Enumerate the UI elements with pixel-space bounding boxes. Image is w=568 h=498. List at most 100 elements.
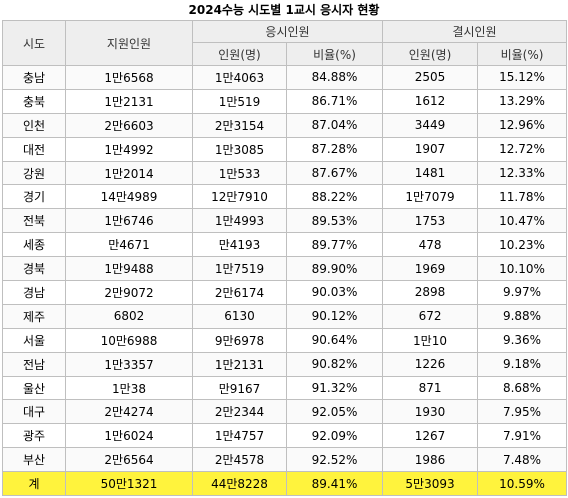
table-cell: 87.67% [285, 160, 384, 186]
table-cell: 5만3093 [382, 471, 479, 497]
table-cell: 2만2344 [192, 399, 287, 425]
table-cell: 만4193 [192, 232, 287, 258]
table-row: 전남 1만3357 1만2131 90.82% 1226 9.18% [2, 351, 568, 377]
header-absent-count: 인원(명) [382, 42, 479, 66]
table-cell: 12.33% [477, 160, 568, 186]
table-row: 강원 1만2014 1만533 87.67% 1481 12.33% [2, 160, 568, 186]
table-cell: 478 [382, 232, 479, 258]
table-cell: 1만2131 [65, 88, 193, 114]
table-cell: 1481 [382, 160, 479, 186]
header-taken-ratio: 비율(%) [285, 42, 384, 66]
page-title: 2024수능 시도별 1교시 응시자 현황 [188, 3, 380, 17]
table-cell: 6130 [192, 303, 287, 329]
table-cell: 경기 [2, 184, 66, 210]
table-cell: 경남 [2, 280, 66, 305]
table-cell: 6802 [65, 303, 193, 329]
header-absent-group: 결시인원 [382, 20, 568, 43]
header-region: 시도 [2, 20, 66, 66]
table-cell: 울산 [2, 375, 66, 401]
table-row: 경남 2만9072 2만6174 90.03% 2898 9.97% [2, 280, 568, 305]
table-cell: 1만4757 [192, 423, 287, 449]
table-cell: 1만9488 [65, 256, 193, 282]
table-cell: 1만38 [65, 375, 193, 401]
table-cell: 91.32% [285, 375, 384, 401]
table-cell: 84.88% [285, 65, 384, 90]
table-cell: 1만6746 [65, 208, 193, 234]
table-cell: 86.71% [285, 88, 384, 114]
table-cell: 2만4578 [192, 447, 287, 473]
table-cell: 672 [382, 303, 479, 329]
table-cell: 8.68% [477, 375, 568, 401]
table-cell: 11.78% [477, 184, 568, 210]
table-cell: 89.53% [285, 208, 384, 234]
table-cell: 1267 [382, 423, 479, 449]
table-row: 경기 14만4989 12만7910 88.22% 1만7079 11.78% [2, 184, 568, 210]
table-cell: 서울 [2, 327, 66, 353]
table-cell: 1930 [382, 399, 479, 425]
table-cell: 7.48% [477, 447, 568, 473]
data-table: 시도 지원인원 응시인원 결시인원 인원(명) 비율(%) 인원(명) 비율(%… [2, 20, 568, 497]
table-cell: 9.36% [477, 327, 568, 353]
table-cell: 1만2131 [192, 351, 287, 377]
table-cell: 12만7910 [192, 184, 287, 210]
table-cell: 1만2014 [65, 160, 193, 186]
table-cell: 10.23% [477, 232, 568, 258]
table-cell: 10.59% [477, 471, 568, 497]
table-cell: 9.97% [477, 280, 568, 305]
table-row: 충남 1만6568 1만4063 84.88% 2505 15.12% [2, 65, 568, 90]
table-cell: 90.03% [285, 280, 384, 305]
table-cell: 14만4989 [65, 184, 193, 210]
table-cell: 만9167 [192, 375, 287, 401]
table-cell: 12.72% [477, 136, 568, 162]
table-cell: 1만6568 [65, 65, 193, 90]
table-header: 시도 지원인원 응시인원 결시인원 인원(명) 비율(%) 인원(명) 비율(%… [2, 20, 568, 66]
table-cell: 2만3154 [192, 112, 287, 138]
table-cell: 92.52% [285, 447, 384, 473]
table-cell: 1986 [382, 447, 479, 473]
table-cell: 9만6978 [192, 327, 287, 353]
table-cell: 계 [2, 471, 66, 497]
table-cell: 충북 [2, 88, 66, 114]
table-cell: 3449 [382, 112, 479, 138]
table-cell: 2898 [382, 280, 479, 305]
table-cell: 50만1321 [65, 471, 193, 497]
table-cell: 90.64% [285, 327, 384, 353]
table-cell: 90.82% [285, 351, 384, 377]
table-cell: 871 [382, 375, 479, 401]
table-cell: 부산 [2, 447, 66, 473]
table-cell: 1만519 [192, 88, 287, 114]
table-cell: 대전 [2, 136, 66, 162]
table-cell: 전남 [2, 351, 66, 377]
table-row: 제주 6802 6130 90.12% 672 9.88% [2, 303, 568, 329]
table-cell: 세종 [2, 232, 66, 258]
table-row: 대구 2만4274 2만2344 92.05% 1930 7.95% [2, 399, 568, 425]
table-cell: 7.95% [477, 399, 568, 425]
table-cell: 92.05% [285, 399, 384, 425]
table-row: 울산 1만38 만9167 91.32% 871 8.68% [2, 375, 568, 401]
table-cell: 강원 [2, 160, 66, 186]
header-absent-ratio: 비율(%) [477, 42, 568, 66]
table-cell: 제주 [2, 303, 66, 329]
table-cell: 89.90% [285, 256, 384, 282]
table-row: 인천 2만6603 2만3154 87.04% 3449 12.96% [2, 112, 568, 138]
table-cell: 1만4992 [65, 136, 193, 162]
table-row: 충북 1만2131 1만519 86.71% 1612 13.29% [2, 88, 568, 114]
table-cell: 2만4274 [65, 399, 193, 425]
table-cell: 87.04% [285, 112, 384, 138]
table-cell: 10.47% [477, 208, 568, 234]
table-cell: 1907 [382, 136, 479, 162]
table-cell: 2만6174 [192, 280, 287, 305]
table-cell: 경북 [2, 256, 66, 282]
total-row: 계 50만1321 44만8228 89.41% 5만3093 10.59% [2, 471, 568, 497]
table-cell: 89.77% [285, 232, 384, 258]
table-cell: 1만7079 [382, 184, 479, 210]
table-cell: 87.28% [285, 136, 384, 162]
table-cell: 만4671 [65, 232, 193, 258]
table-cell: 전북 [2, 208, 66, 234]
header-taken-count: 인원(명) [192, 42, 287, 66]
table-cell: 12.96% [477, 112, 568, 138]
table-cell: 1만4993 [192, 208, 287, 234]
header-taken-group: 응시인원 [191, 20, 384, 43]
table-cell: 1969 [382, 256, 479, 282]
table-cell: 대구 [2, 399, 66, 425]
